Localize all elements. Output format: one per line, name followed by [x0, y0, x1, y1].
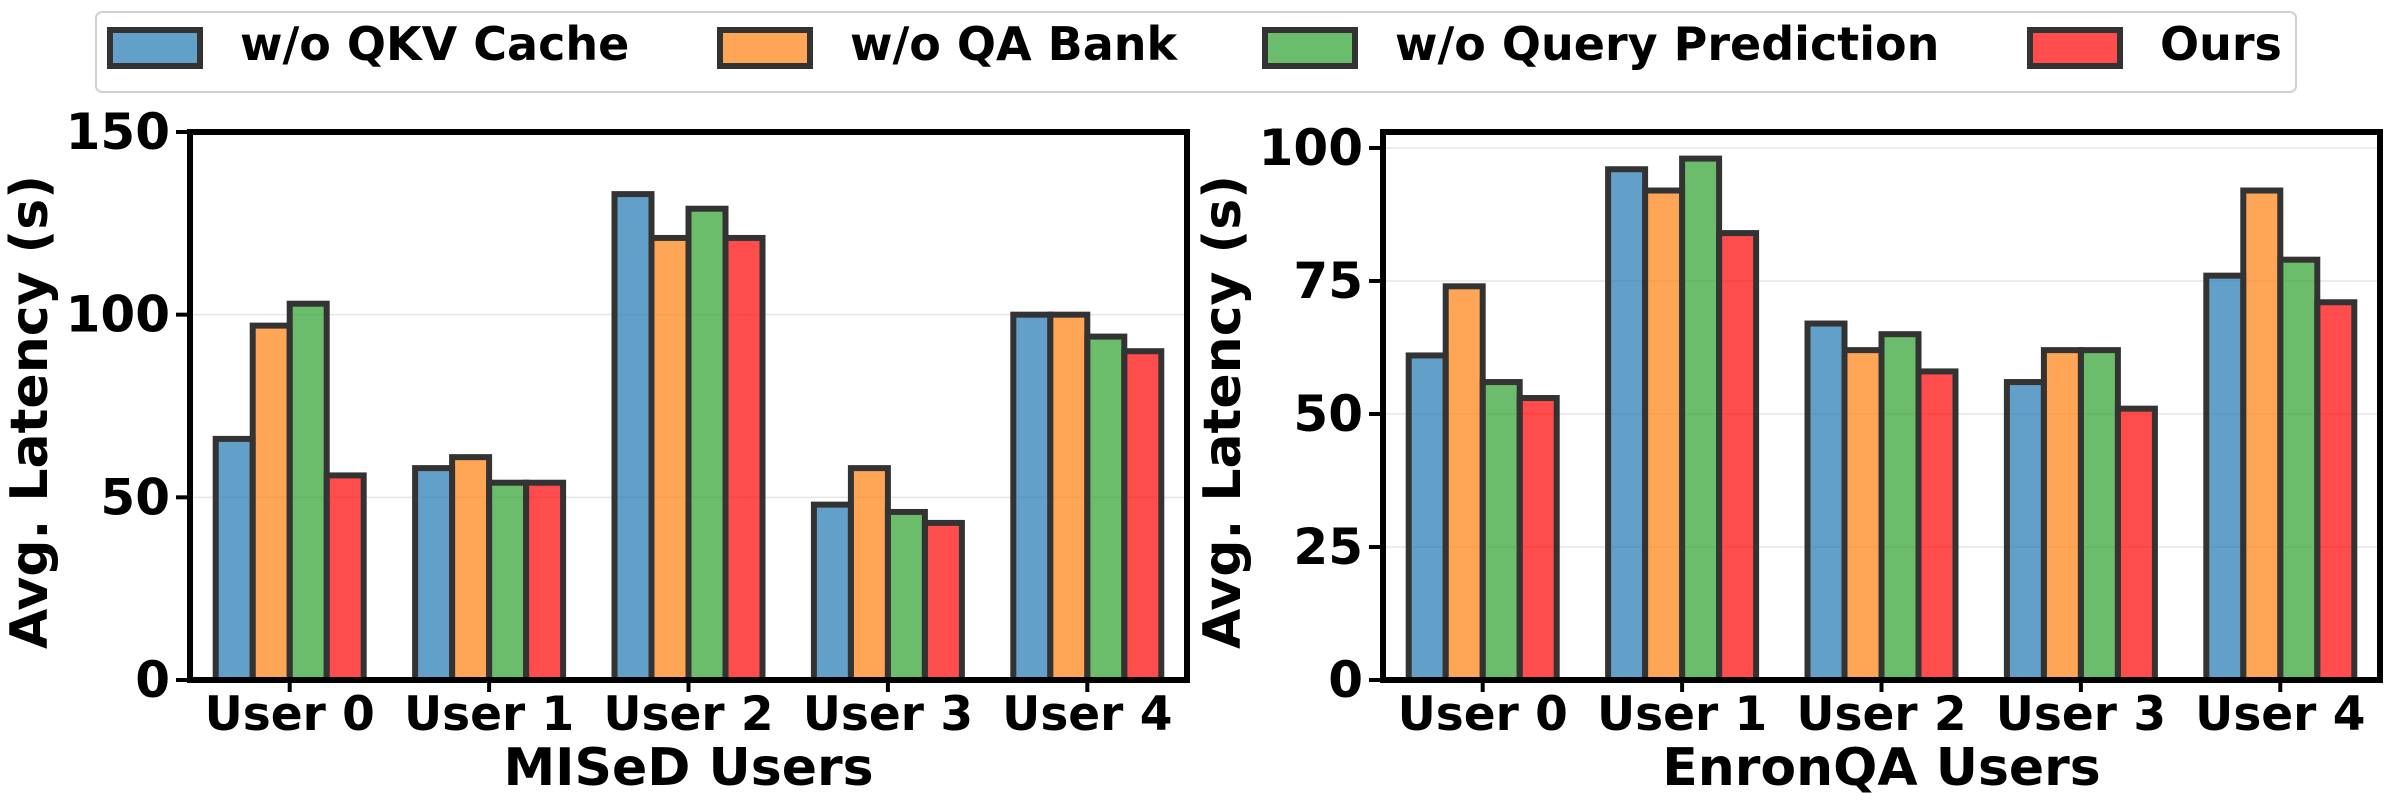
bar-w-o-qa-bank	[449, 454, 493, 683]
x-tick-label: User 2	[1796, 687, 1966, 742]
x-tick-label: User 3	[1996, 687, 2166, 742]
bar-w-o-qa-bank	[1642, 187, 1686, 684]
bar-w-o-qkv-cache	[2203, 272, 2247, 683]
x-tick-label: User 4	[1002, 687, 1172, 742]
legend-label: w/o QA Bank	[850, 17, 1178, 71]
bar-w-o-qkv-cache	[1405, 352, 1449, 683]
bar-w-o-query-prediction	[1679, 155, 1723, 684]
bar-w-o-query-prediction	[286, 300, 330, 683]
bar-ours	[1516, 395, 1560, 683]
bar-w-o-qa-bank	[249, 322, 293, 683]
y-axis-label: Avg. Latency (s)	[1193, 175, 1253, 649]
legend-swatch	[1262, 27, 1358, 69]
bar-w-o-qkv-cache	[810, 501, 854, 684]
bar-w-o-query-prediction	[1878, 331, 1922, 683]
bar-w-o-qa-bank	[1047, 311, 1091, 683]
x-tick-label: User 0	[205, 687, 375, 742]
bar-w-o-query-prediction	[1084, 333, 1128, 683]
bar-w-o-qa-bank	[648, 234, 692, 684]
legend-label: Ours	[2160, 17, 2282, 71]
bar-w-o-qa-bank	[2240, 187, 2284, 684]
bar-w-o-qa-bank	[847, 465, 891, 683]
x-axis-label: MISeD Users	[503, 738, 873, 798]
bar-ours	[722, 234, 766, 684]
bar-w-o-qa-bank	[1442, 283, 1486, 683]
x-tick-label: User 3	[803, 687, 973, 742]
bar-w-o-qkv-cache	[412, 465, 456, 683]
bar-ours	[921, 519, 965, 684]
y-tick-label: 25	[1293, 518, 1363, 576]
legend-swatch	[107, 27, 203, 69]
x-axis-label: EnronQA Users	[1662, 738, 2101, 798]
bar-w-o-qkv-cache	[1010, 311, 1054, 683]
y-tick-label: 0	[135, 651, 170, 709]
y-tick-label: 50	[100, 468, 170, 526]
bar-w-o-qa-bank	[1841, 347, 1885, 683]
y-tick-label: 75	[1293, 252, 1363, 310]
bar-w-o-qkv-cache	[611, 191, 655, 684]
x-tick-label: User 1	[1597, 687, 1767, 742]
x-tick-label: User 2	[603, 687, 773, 742]
legend-label: w/o QKV Cache	[240, 17, 629, 71]
legend-swatch	[717, 27, 813, 69]
bar-ours	[323, 472, 367, 683]
legend-swatch	[2027, 27, 2123, 69]
bar-w-o-query-prediction	[486, 479, 530, 683]
bar-ours	[1121, 348, 1165, 683]
bar-ours	[523, 479, 567, 683]
bar-ours	[2114, 405, 2158, 683]
y-tick-label: 100	[66, 286, 170, 344]
bar-w-o-qkv-cache	[212, 435, 256, 683]
bar-ours	[1915, 368, 1959, 683]
x-tick-label: User 0	[1398, 687, 1568, 742]
chart-panel-1: 0 25 50 75 100 User 0 User 1 User 2 User 3 User 4…	[1193, 119, 2383, 798]
x-tick-label: User 1	[404, 687, 574, 742]
y-tick-label: 150	[66, 103, 170, 161]
legend-label: w/o Query Prediction	[1395, 17, 1939, 71]
bar-w-o-query-prediction	[884, 508, 928, 683]
y-tick-label: 0	[1328, 651, 1363, 709]
bar-w-o-query-prediction	[1479, 379, 1523, 683]
bar-ours	[1716, 230, 1760, 683]
y-tick-label: 100	[1259, 119, 1363, 177]
bar-ours	[2314, 299, 2358, 683]
legend-frame	[95, 11, 2297, 93]
bar-w-o-qkv-cache	[2003, 379, 2047, 683]
x-tick-label: User 4	[2195, 687, 2365, 742]
chart-panel-0: 0 50 100 150 User 0 User 1 User 2 User 3 User 4 M…	[0, 103, 1190, 798]
bar-w-o-query-prediction	[2077, 347, 2121, 683]
legend: w/o QKV Cache w/o QA Bank w/o Query Predic…	[95, 11, 2297, 93]
y-axis-label: Avg. Latency (s)	[0, 175, 60, 649]
bar-w-o-qkv-cache	[1804, 320, 1848, 683]
y-tick-label: 50	[1293, 385, 1363, 443]
bar-w-o-query-prediction	[2277, 256, 2321, 683]
bar-w-o-qkv-cache	[1605, 166, 1649, 684]
bar-w-o-qa-bank	[2040, 347, 2084, 683]
bar-w-o-query-prediction	[685, 205, 729, 683]
